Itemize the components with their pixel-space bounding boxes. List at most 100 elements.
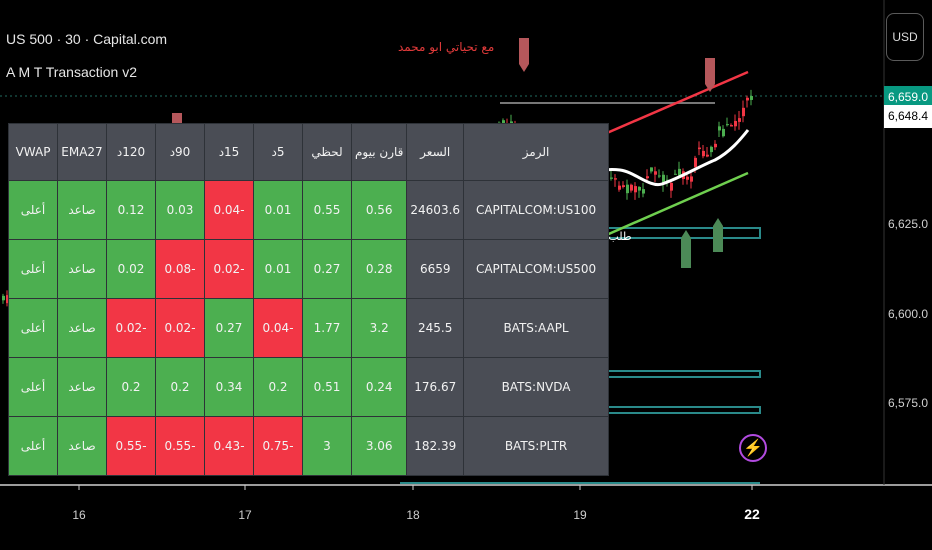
- candle-body: [674, 173, 677, 175]
- candle-body: [642, 189, 645, 194]
- metric-cell: 0.27: [302, 239, 352, 299]
- metric-cell: أعلى: [8, 357, 58, 417]
- candle-body: [686, 176, 689, 180]
- price-cell: 182.39: [406, 416, 465, 476]
- candle-body: [2, 295, 5, 301]
- metric-cell: 0.2: [155, 357, 205, 417]
- table-header-cell: EMA27: [57, 123, 107, 181]
- metric-cell: 0.51: [302, 357, 352, 417]
- candle-body: [654, 171, 657, 175]
- price-cell: 245.5: [406, 298, 465, 358]
- candle-body: [750, 96, 753, 100]
- candle-body: [634, 186, 637, 193]
- metric-cell: 0.56: [350, 180, 408, 240]
- market-overview-table: الرمز السعر قارن بيوم لحظي 5د 15د 90د 120د EMA27…: [8, 123, 610, 476]
- candle-body: [658, 175, 661, 177]
- candle-body: [742, 107, 745, 117]
- table-row: BATS:PLTR 182.39 3.06 3 -0.75 -0.43 -0.55 -0.55…: [8, 416, 610, 476]
- metric-cell: -0.04: [253, 298, 303, 358]
- price-tick: 6,575.0: [888, 396, 929, 410]
- metric-cell: -0.43: [204, 416, 254, 476]
- demand-label: طلب: [608, 230, 631, 243]
- symbol-cell: BATS:PLTR: [463, 416, 610, 476]
- metric-cell: -0.02: [204, 239, 254, 299]
- candle-body: [710, 146, 713, 153]
- metric-cell: -0.08: [155, 239, 205, 299]
- table-header-cell: لحظي: [302, 123, 352, 181]
- metric-cell: 0.2: [106, 357, 156, 417]
- metric-cell: صاعد: [57, 239, 107, 299]
- candle-body: [734, 120, 737, 127]
- symbol-cell: BATS:AAPL: [463, 298, 610, 358]
- candle-body: [618, 185, 621, 190]
- metric-cell: 0.2: [253, 357, 303, 417]
- table-header-cell: 5د: [253, 123, 303, 181]
- table-header-cell: 120د: [106, 123, 156, 181]
- symbol-cell: CAPITALCOM:US100: [463, 180, 610, 240]
- channel-bottom-line: [594, 171, 749, 242]
- time-tick: 17: [238, 508, 252, 522]
- candle-body: [610, 177, 613, 179]
- metric-cell: 0.03: [155, 180, 205, 240]
- price-cell: 176.67: [406, 357, 465, 417]
- metric-cell: -0.02: [106, 298, 156, 358]
- author-signature: مع تحياتي ابو محمد: [398, 40, 495, 54]
- candle-body: [722, 128, 725, 137]
- price-cell: 6659: [406, 239, 465, 299]
- channel-top-line: [592, 70, 749, 141]
- time-tick: 19: [573, 508, 587, 522]
- candle-body: [614, 178, 617, 180]
- symbol-cell: BATS:NVDA: [463, 357, 610, 417]
- metric-cell: -0.55: [106, 416, 156, 476]
- candle-body: [646, 176, 649, 179]
- metric-cell: 3.2: [350, 298, 408, 358]
- metric-cell: 0.55: [302, 180, 352, 240]
- metric-cell: 0.34: [204, 357, 254, 417]
- metric-cell: 1.77: [302, 298, 352, 358]
- metric-cell: 0.01: [253, 239, 303, 299]
- last-price-label: 6,659.0: [884, 86, 932, 109]
- indicator-title[interactable]: A M T Transaction v2: [6, 64, 137, 80]
- table-row: BATS:AAPL 245.5 3.2 1.77 -0.04 0.27 -0.02 -0.02…: [8, 298, 610, 358]
- table-row: BATS:NVDA 176.67 0.24 0.51 0.2 0.34 0.2 0.2 صاعد…: [8, 357, 610, 417]
- candle-body: [630, 184, 633, 191]
- metric-cell: -0.02: [155, 298, 205, 358]
- table-header-cell: السعر: [406, 123, 465, 181]
- candle-body: [718, 126, 721, 131]
- metric-cell: صاعد: [57, 357, 107, 417]
- symbol-cell: CAPITALCOM:US500: [463, 239, 610, 299]
- candle-body: [662, 174, 665, 185]
- metric-cell: صاعد: [57, 180, 107, 240]
- metric-cell: 0.28: [350, 239, 408, 299]
- candle-body: [670, 182, 673, 191]
- metric-cell: أعلى: [8, 180, 58, 240]
- symbol-title[interactable]: US 500 · 30 · Capital.com: [6, 31, 168, 47]
- currency-button[interactable]: USD: [886, 13, 924, 61]
- metric-cell: أعلى: [8, 298, 58, 358]
- metric-cell: 3: [302, 416, 352, 476]
- candle-body: [738, 118, 741, 122]
- candle-body: [694, 157, 697, 167]
- table-header-cell: 90د: [155, 123, 205, 181]
- table-row: CAPITALCOM:US500 6659 0.28 0.27 0.01 -0.02 -0.…: [8, 239, 610, 299]
- candle-body: [706, 154, 709, 157]
- candle-body: [726, 124, 729, 126]
- price-tick: 6,625.0: [888, 217, 929, 231]
- metric-cell: 3.06: [350, 416, 408, 476]
- candle-body: [678, 168, 681, 176]
- indicator-price-label: 6,648.4: [884, 105, 932, 128]
- metric-cell: -0.55: [155, 416, 205, 476]
- lightning-icon[interactable]: ⚡: [739, 434, 767, 462]
- time-axis-ticks: [78, 485, 753, 490]
- time-tick-current: 22: [744, 506, 760, 522]
- table-header-cell: قارن بيوم: [350, 123, 408, 181]
- metric-cell: صاعد: [57, 416, 107, 476]
- metric-cell: 0.02: [106, 239, 156, 299]
- candle-body: [730, 125, 733, 127]
- table-header-cell: 15د: [204, 123, 254, 181]
- metric-cell: -0.75: [253, 416, 303, 476]
- candle-body: [650, 167, 653, 172]
- candle-body: [6, 295, 9, 304]
- table-row: CAPITALCOM:US100 24603.6 0.56 0.55 0.01 -0.04…: [8, 180, 610, 240]
- metric-cell: 0.01: [253, 180, 303, 240]
